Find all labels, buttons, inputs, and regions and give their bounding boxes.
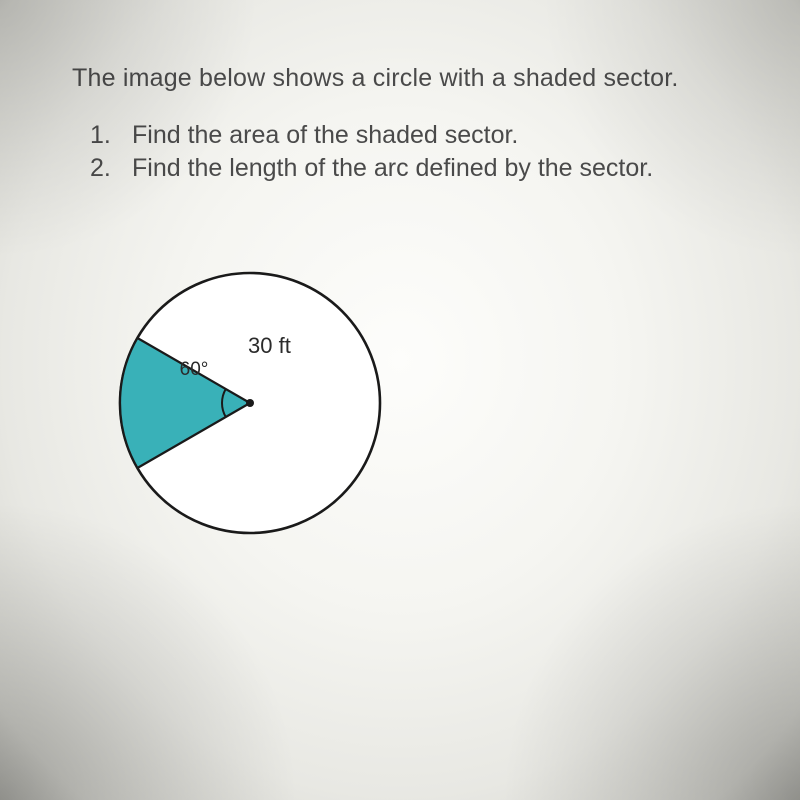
circle-sector-diagram: 30 ft 60° bbox=[78, 253, 398, 573]
figure: 30 ft 60° bbox=[78, 253, 750, 573]
svg-text:30 ft: 30 ft bbox=[248, 333, 291, 358]
svg-text:60°: 60° bbox=[180, 359, 209, 380]
question-number: 2. bbox=[90, 154, 132, 183]
intro-paragraph: The image below shows a circle with a sh… bbox=[72, 64, 750, 93]
intro-text: The image below shows a circle with a sh… bbox=[72, 64, 679, 92]
question-text: Find the length of the arc defined by th… bbox=[132, 154, 653, 183]
questions-list: 1. Find the area of the shaded sector. 2… bbox=[90, 121, 750, 183]
list-item: 2. Find the length of the arc defined by… bbox=[90, 154, 750, 183]
question-number: 1. bbox=[90, 121, 132, 150]
question-text: Find the area of the shaded sector. bbox=[132, 121, 518, 150]
list-item: 1. Find the area of the shaded sector. bbox=[90, 121, 750, 150]
